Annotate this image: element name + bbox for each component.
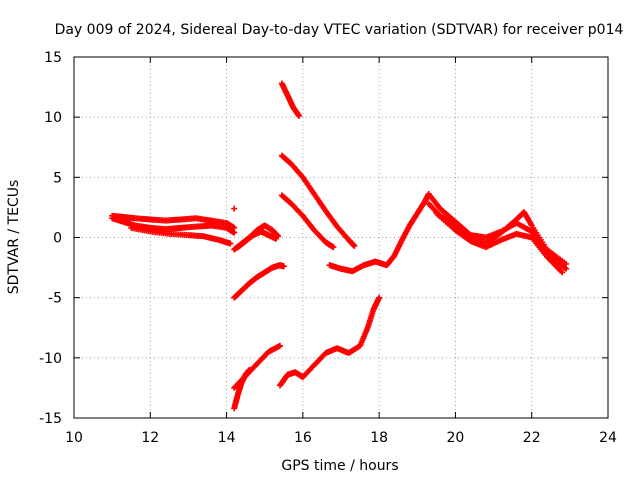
- x-tick-label: 24: [599, 430, 617, 446]
- series-low-cluster: [231, 342, 283, 391]
- x-tick-label: 20: [447, 430, 465, 446]
- y-axis-title: SDTVAR / TECUs: [6, 180, 22, 295]
- x-tick-label: 14: [218, 430, 236, 446]
- series-dip-arc-low: [235, 228, 280, 251]
- data-point: [231, 205, 238, 212]
- y-tick-label: -15: [39, 411, 62, 427]
- series-trough-rise: [326, 191, 432, 275]
- data-point: [227, 240, 234, 247]
- series-low-recovery: [276, 294, 383, 389]
- data-point: [273, 235, 280, 242]
- y-tick-label: -10: [39, 351, 62, 367]
- series-main-band-c: [128, 224, 234, 247]
- y-tick-label: 0: [53, 231, 62, 247]
- x-tick-label: 22: [523, 430, 541, 446]
- series-line-six: [278, 152, 358, 249]
- x-axis: 10 12 14 16 18 20 22 24: [65, 57, 617, 446]
- series-isolated-point: [231, 205, 238, 212]
- data-point: [231, 224, 238, 231]
- x-axis-title: GPS time / hours: [281, 458, 398, 474]
- y-tick-label: 10: [44, 110, 62, 126]
- data-point: [559, 269, 566, 276]
- y-tick-label: 5: [53, 170, 62, 186]
- data-point: [296, 112, 303, 119]
- y-axis: -15 -10 -5 0 5 10 15: [39, 50, 608, 427]
- data-point: [330, 244, 337, 251]
- series-line-three: [278, 192, 337, 251]
- data-point: [280, 263, 287, 270]
- data-point: [561, 264, 568, 271]
- series-late-band-c: [433, 210, 566, 276]
- x-tick-label: 12: [141, 430, 159, 446]
- x-tick-label: 16: [294, 430, 312, 446]
- y-tick-label: -5: [48, 291, 62, 307]
- x-tick-label: 18: [370, 430, 388, 446]
- series-mid-curve: [231, 262, 287, 301]
- data-point: [351, 242, 358, 249]
- x-tick-label: 10: [65, 430, 83, 446]
- data-point: [563, 260, 570, 267]
- data-point: [376, 294, 383, 301]
- data-points: [109, 80, 570, 412]
- series-upper-descend: [278, 80, 303, 119]
- data-point: [276, 342, 283, 349]
- chart-title: Day 009 of 2024, Sidereal Day-to-day VTE…: [55, 22, 624, 38]
- y-tick-label: 15: [44, 50, 62, 66]
- series-main-band-b: [109, 212, 238, 231]
